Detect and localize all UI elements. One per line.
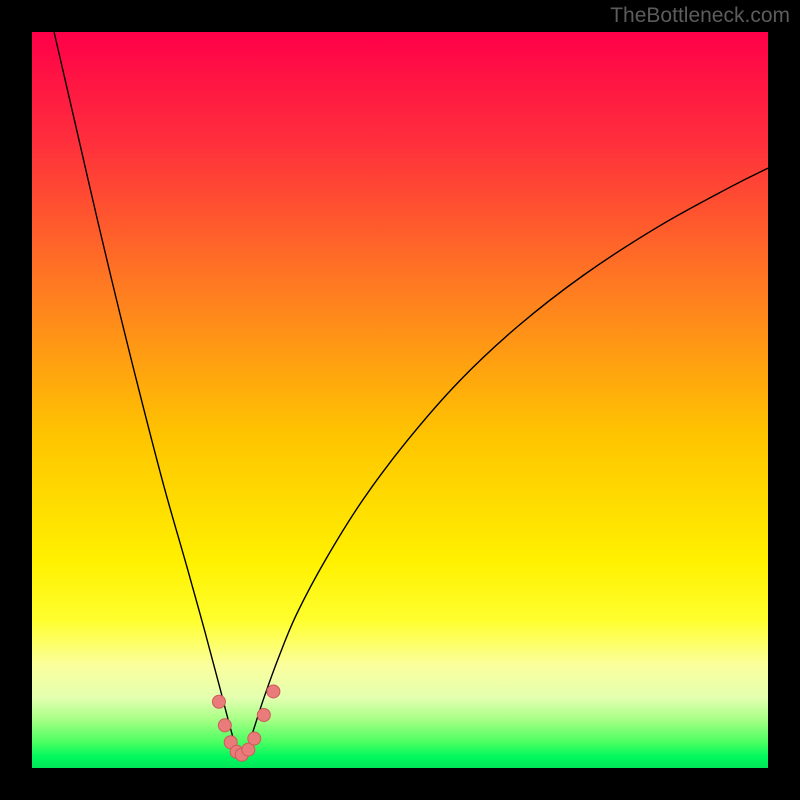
data-marker [212,695,225,708]
data-marker [257,709,270,722]
watermark-label: TheBottleneck.com [610,4,790,28]
gradient-background [32,32,768,768]
data-marker [248,732,261,745]
bottleneck-chart [0,0,800,800]
data-marker [267,685,280,698]
data-marker [218,719,231,732]
chart-canvas: TheBottleneck.com [0,0,800,800]
